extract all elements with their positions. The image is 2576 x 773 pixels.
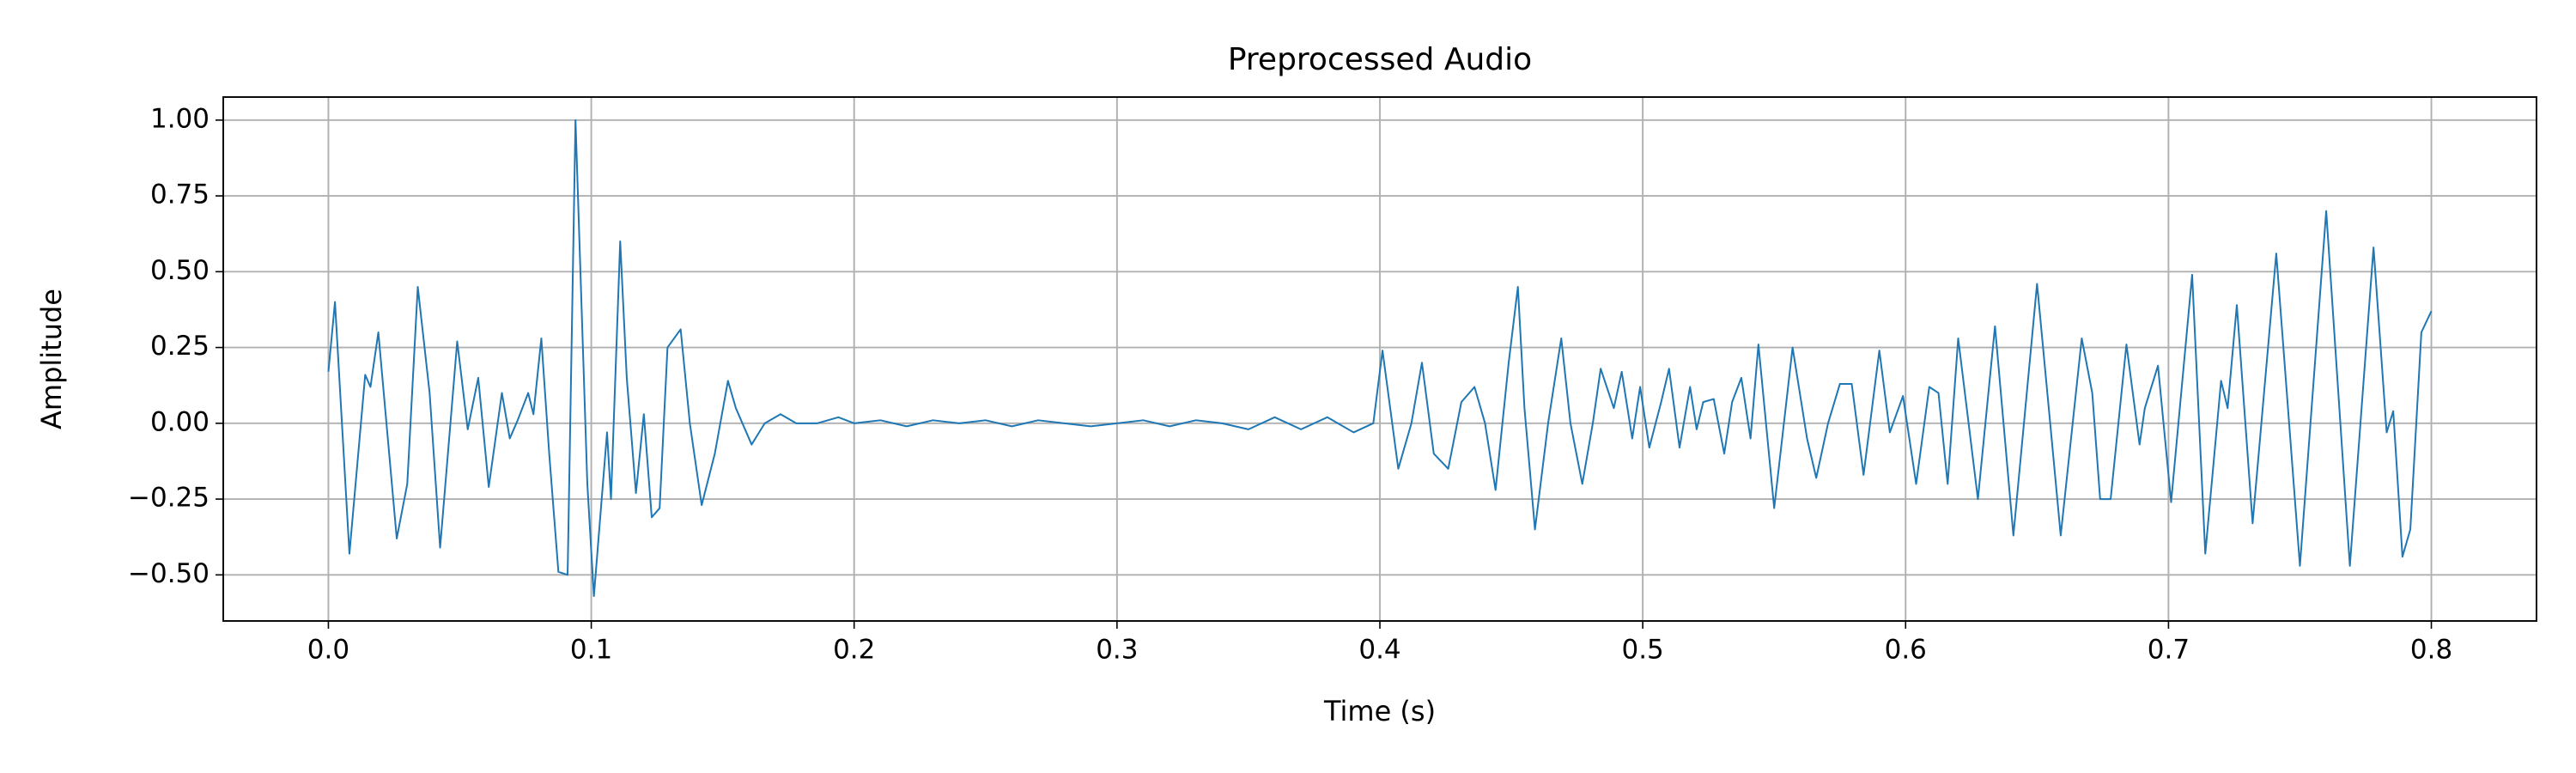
- x-tick-label: 0.2: [833, 635, 875, 666]
- plot-frame: [222, 96, 2537, 622]
- y-tick-label: 0.75: [150, 180, 210, 210]
- x-tick-label: 0.1: [570, 635, 612, 666]
- x-tick-label: 0.3: [1096, 635, 1138, 666]
- x-tick-label: 0.8: [2410, 635, 2452, 666]
- y-tick-label: 0.00: [150, 406, 210, 437]
- x-tick-label: 0.0: [307, 635, 349, 666]
- waveform-line: [327, 119, 2433, 598]
- y-axis-label: Amplitude: [35, 289, 68, 429]
- x-tick-label: 0.6: [1885, 635, 1927, 666]
- x-tick-label: 0.7: [2148, 635, 2190, 666]
- x-axis-label: Time (s): [1323, 695, 1436, 727]
- x-tick-label: 0.5: [1621, 635, 1663, 666]
- y-tick-label: 0.25: [150, 331, 210, 362]
- y-tick-label: 0.50: [150, 255, 210, 286]
- y-tick-label: −0.25: [128, 483, 210, 514]
- x-tick-label: 0.4: [1358, 635, 1400, 666]
- y-tick-label: −0.50: [128, 558, 210, 589]
- y-tick-label: 1.00: [150, 103, 210, 134]
- chart-title: Preprocessed Audio: [1228, 42, 1532, 77]
